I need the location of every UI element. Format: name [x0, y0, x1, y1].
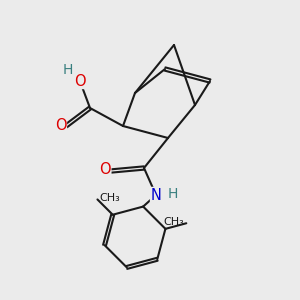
Text: H: H [62, 63, 73, 76]
Text: CH₃: CH₃ [163, 217, 184, 227]
Text: O: O [74, 74, 85, 88]
Text: N: N [151, 188, 161, 202]
Text: CH₃: CH₃ [100, 193, 121, 203]
Text: O: O [55, 118, 66, 134]
Text: H: H [167, 187, 178, 200]
Text: O: O [99, 162, 111, 177]
